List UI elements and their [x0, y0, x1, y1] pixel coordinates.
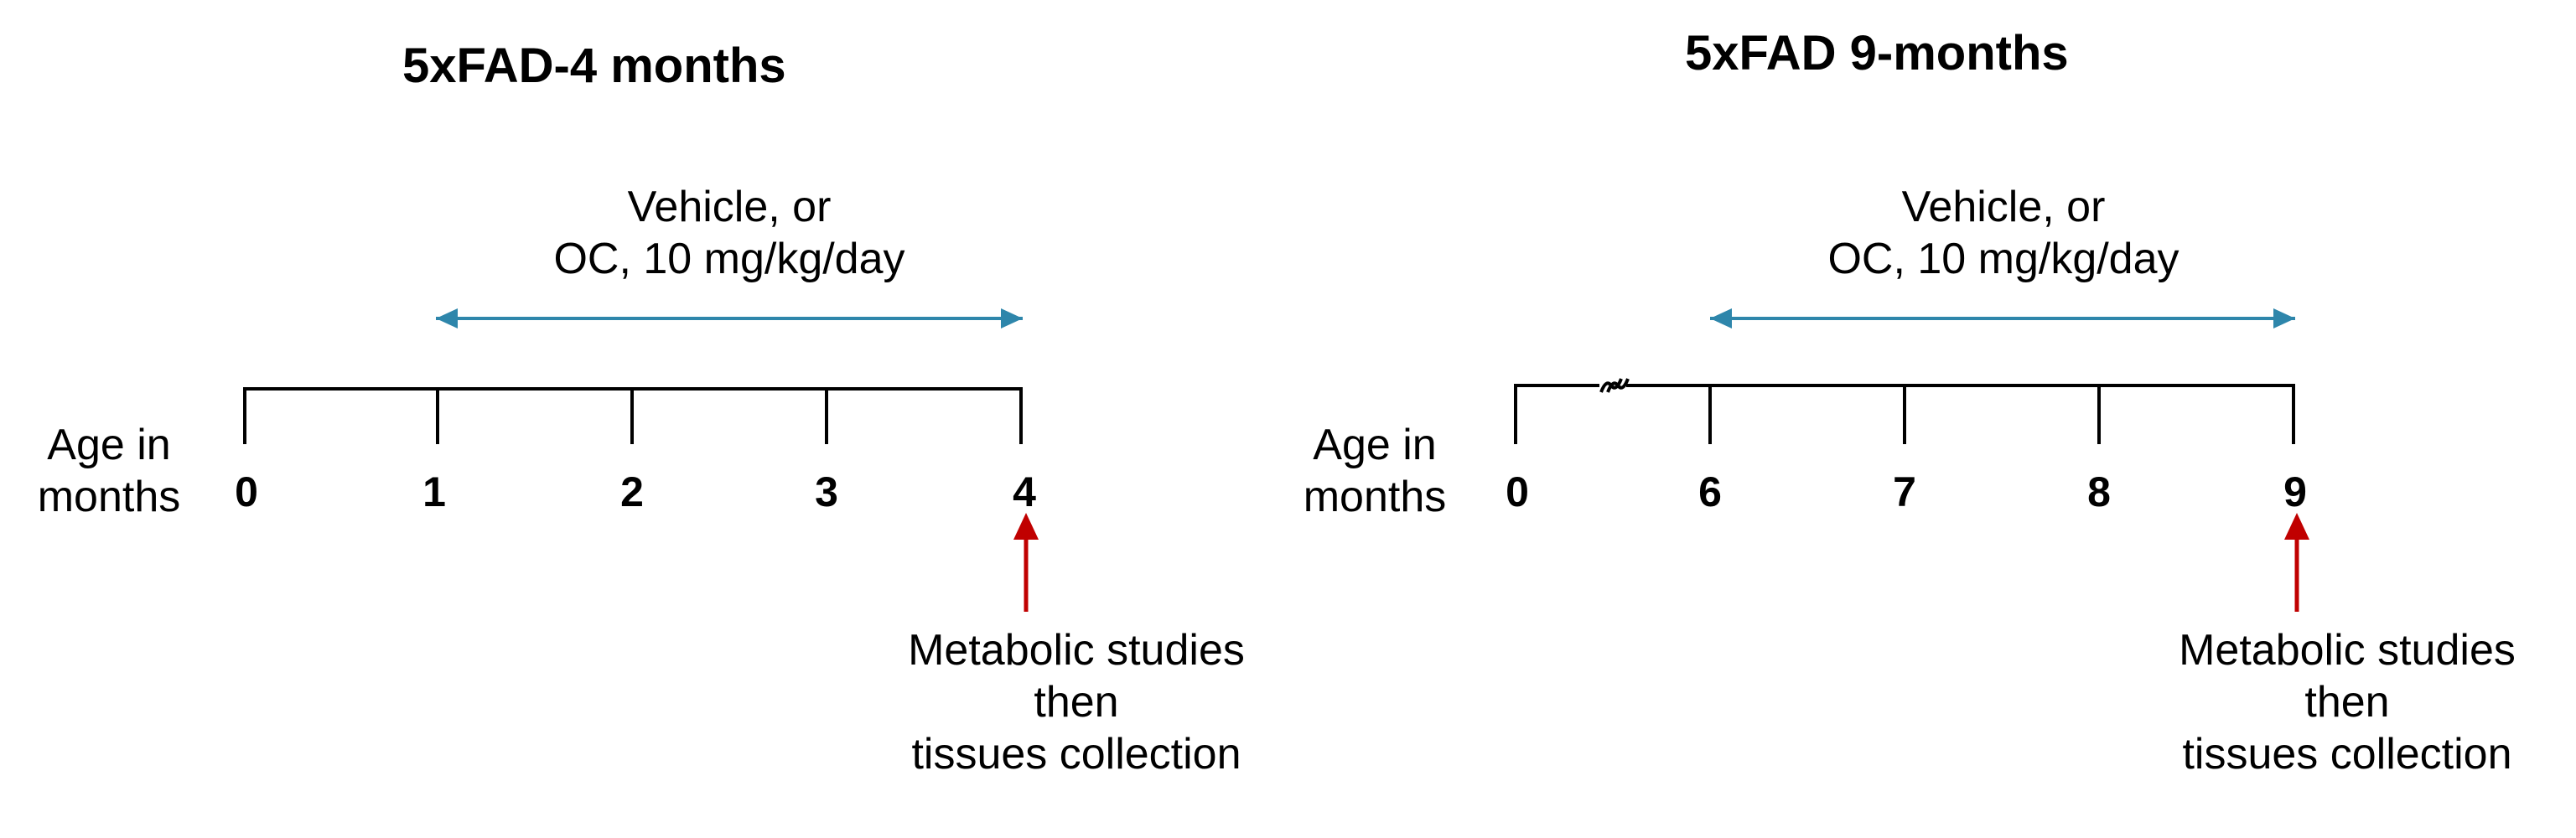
panel1-title: 5xFAD-4 months	[402, 39, 786, 93]
axis-label-line2: months	[37, 473, 181, 521]
panel1-tick-4: 4	[1013, 468, 1036, 515]
panel1-tick-2: 2	[620, 468, 644, 515]
axis-label-line2: months	[1303, 473, 1447, 521]
panel2-axis	[1514, 378, 2295, 444]
panel2-treatment-arrow	[1710, 308, 2295, 328]
panel2-tick-8: 8	[2087, 468, 2111, 515]
panel2-tick-6: 6	[1698, 468, 1722, 515]
endpoint-line3: tissues collection	[911, 730, 1241, 779]
panel2-tick-9: 9	[2283, 468, 2307, 515]
treatment-line1: Vehicle, or	[627, 183, 832, 231]
axis-label-line1: Age in	[1313, 421, 1437, 469]
panel2-title: 5xFAD 9-months	[1685, 26, 2069, 80]
treatment-line2: OC, 10 mg/kg/day	[1827, 235, 2179, 283]
axis-label-line1: Age in	[47, 421, 171, 469]
panel1-axis	[243, 387, 1023, 444]
panel1-endpoint-arrow	[1013, 513, 1039, 612]
panel2-tick-0: 0	[1506, 468, 1529, 515]
endpoint-line1: Metabolic studies	[2179, 626, 2516, 675]
panel2-endpoint-label: Metabolic studies then tissues collectio…	[2129, 624, 2565, 780]
endpoint-line1: Metabolic studies	[908, 626, 1245, 675]
panel1-tick-0: 0	[235, 468, 258, 515]
panel2-endpoint-arrow	[2284, 513, 2309, 612]
endpoint-line2: then	[1034, 678, 1119, 727]
panel2-tick-7: 7	[1893, 468, 1916, 515]
panel1-treatment-label: Vehicle, or OC, 10 mg/kg/day	[469, 181, 989, 285]
panel1-tick-3: 3	[815, 468, 838, 515]
treatment-line2: OC, 10 mg/kg/day	[553, 235, 905, 283]
treatment-line1: Vehicle, or	[1901, 183, 2106, 231]
panel1-endpoint-label: Metabolic studies then tissues collectio…	[858, 624, 1294, 780]
endpoint-line3: tissues collection	[2182, 730, 2512, 779]
endpoint-line2: then	[2304, 678, 2390, 727]
panel2-treatment-label: Vehicle, or OC, 10 mg/kg/day	[1744, 181, 2263, 285]
panel1-treatment-arrow	[436, 308, 1023, 328]
panel1-tick-1: 1	[422, 468, 446, 515]
panel1-axis-label: Age in months	[17, 419, 201, 523]
panel2-axis-label: Age in months	[1283, 419, 1467, 523]
